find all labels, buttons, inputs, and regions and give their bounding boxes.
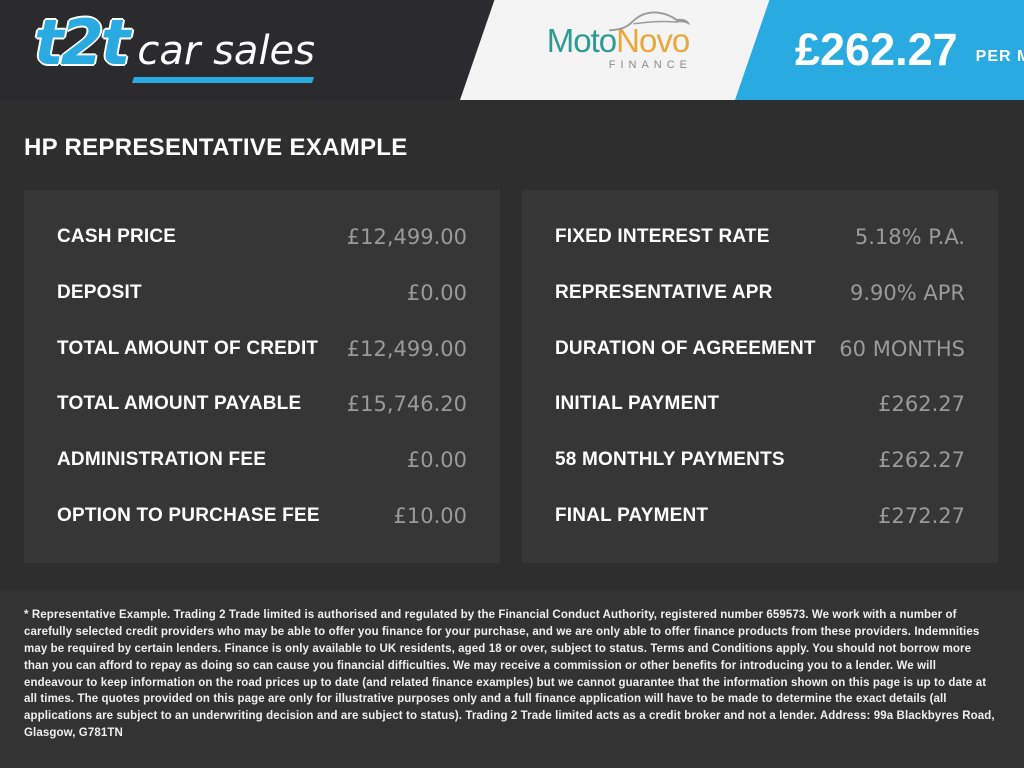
row-label: DURATION OF AGREEMENT bbox=[555, 337, 816, 359]
monthly-price-period: PER MONTH* bbox=[975, 48, 1024, 65]
finance-panel-left: CASH PRICE £12,499.00 DEPOSIT £0.00 TOTA… bbox=[24, 190, 500, 563]
row-label: CASH PRICE bbox=[57, 225, 177, 247]
dealer-logo[interactable]: t2t car sales bbox=[34, 6, 315, 83]
finance-row-interest-rate: FIXED INTEREST RATE 5.18% P.A. bbox=[555, 209, 965, 265]
row-value: £12,499.00 bbox=[346, 224, 467, 249]
dealer-logo-brand: t2t bbox=[34, 6, 130, 79]
row-label: DEPOSIT bbox=[57, 281, 142, 303]
finance-row-deposit: DEPOSIT £0.00 bbox=[57, 265, 467, 321]
finance-row-option-fee: OPTION TO PURCHASE FEE £10.00 bbox=[57, 488, 467, 544]
row-value: £272.27 bbox=[878, 504, 965, 529]
finance-panel-right: FIXED INTEREST RATE 5.18% P.A. REPRESENT… bbox=[522, 190, 998, 563]
dealer-logo-underline bbox=[132, 77, 315, 83]
finance-row-monthly-payments: 58 MONTHLY PAYMENTS £262.27 bbox=[555, 432, 965, 488]
row-value: £0.00 bbox=[406, 448, 467, 473]
finance-row-duration: DURATION OF AGREEMENT 60 MONTHS bbox=[555, 321, 965, 377]
row-label: FINAL PAYMENT bbox=[555, 505, 709, 527]
finance-row-final-payment: FINAL PAYMENT £272.27 bbox=[555, 488, 965, 544]
row-value: £0.00 bbox=[406, 280, 467, 305]
row-label: 58 MONTHLY PAYMENTS bbox=[555, 449, 785, 471]
monthly-price-banner: £262.27 PER MONTH* bbox=[795, 0, 1024, 100]
finance-row-apr: REPRESENTATIVE APR 9.90% APR bbox=[555, 265, 965, 321]
finance-example-section: HP REPRESENTATIVE EXAMPLE CASH PRICE £12… bbox=[0, 100, 1024, 591]
row-value: £262.27 bbox=[878, 392, 965, 417]
monthly-price-amount: £262.27 bbox=[795, 24, 958, 75]
representative-example-disclaimer: * Representative Example. Trading 2 Trad… bbox=[24, 609, 995, 740]
dealer-logo-tagline: car sales bbox=[137, 28, 315, 74]
site-header: t2t car sales MotoNovo FINANCE bbox=[0, 0, 1024, 100]
row-label: TOTAL AMOUNT OF CREDIT bbox=[57, 337, 319, 359]
finance-row-initial-payment: INITIAL PAYMENT £262.27 bbox=[555, 376, 965, 432]
finance-row-admin-fee: ADMINISTRATION FEE £0.00 bbox=[57, 432, 467, 488]
finance-row-total-payable: TOTAL AMOUNT PAYABLE £15,746.20 bbox=[57, 376, 467, 432]
finance-provider-logo: MotoNovo FINANCE bbox=[538, 11, 698, 71]
finance-logo-subtitle: FINANCE bbox=[608, 59, 692, 71]
row-value: 60 MONTHS bbox=[839, 336, 965, 361]
dealer-logo-tagline-wrap: car sales bbox=[132, 28, 315, 83]
row-label: REPRESENTATIVE APR bbox=[555, 281, 773, 303]
row-value: 5.18% P.A. bbox=[854, 224, 965, 249]
finance-logo-band: MotoNovo FINANCE bbox=[460, 0, 795, 100]
row-label: OPTION TO PURCHASE FEE bbox=[57, 505, 320, 527]
finance-row-total-credit: TOTAL AMOUNT OF CREDIT £12,499.00 bbox=[57, 321, 467, 377]
row-value: £10.00 bbox=[393, 504, 467, 529]
row-value: £15,746.20 bbox=[346, 392, 467, 417]
car-swoosh-icon bbox=[606, 8, 691, 39]
row-value: £12,499.00 bbox=[346, 336, 467, 361]
price-banner-band: £262.27 PER MONTH* bbox=[735, 0, 1024, 100]
finance-row-cash-price: CASH PRICE £12,499.00 bbox=[57, 209, 467, 265]
row-label: FIXED INTEREST RATE bbox=[555, 225, 770, 247]
page-title: HP REPRESENTATIVE EXAMPLE bbox=[24, 134, 408, 161]
legal-footer: * Representative Example. Trading 2 Trad… bbox=[0, 591, 1024, 768]
row-label: ADMINISTRATION FEE bbox=[57, 449, 267, 471]
row-value: £262.27 bbox=[878, 448, 965, 473]
row-label: TOTAL AMOUNT PAYABLE bbox=[57, 393, 302, 415]
row-value: 9.90% APR bbox=[849, 280, 965, 305]
row-label: INITIAL PAYMENT bbox=[555, 393, 720, 415]
